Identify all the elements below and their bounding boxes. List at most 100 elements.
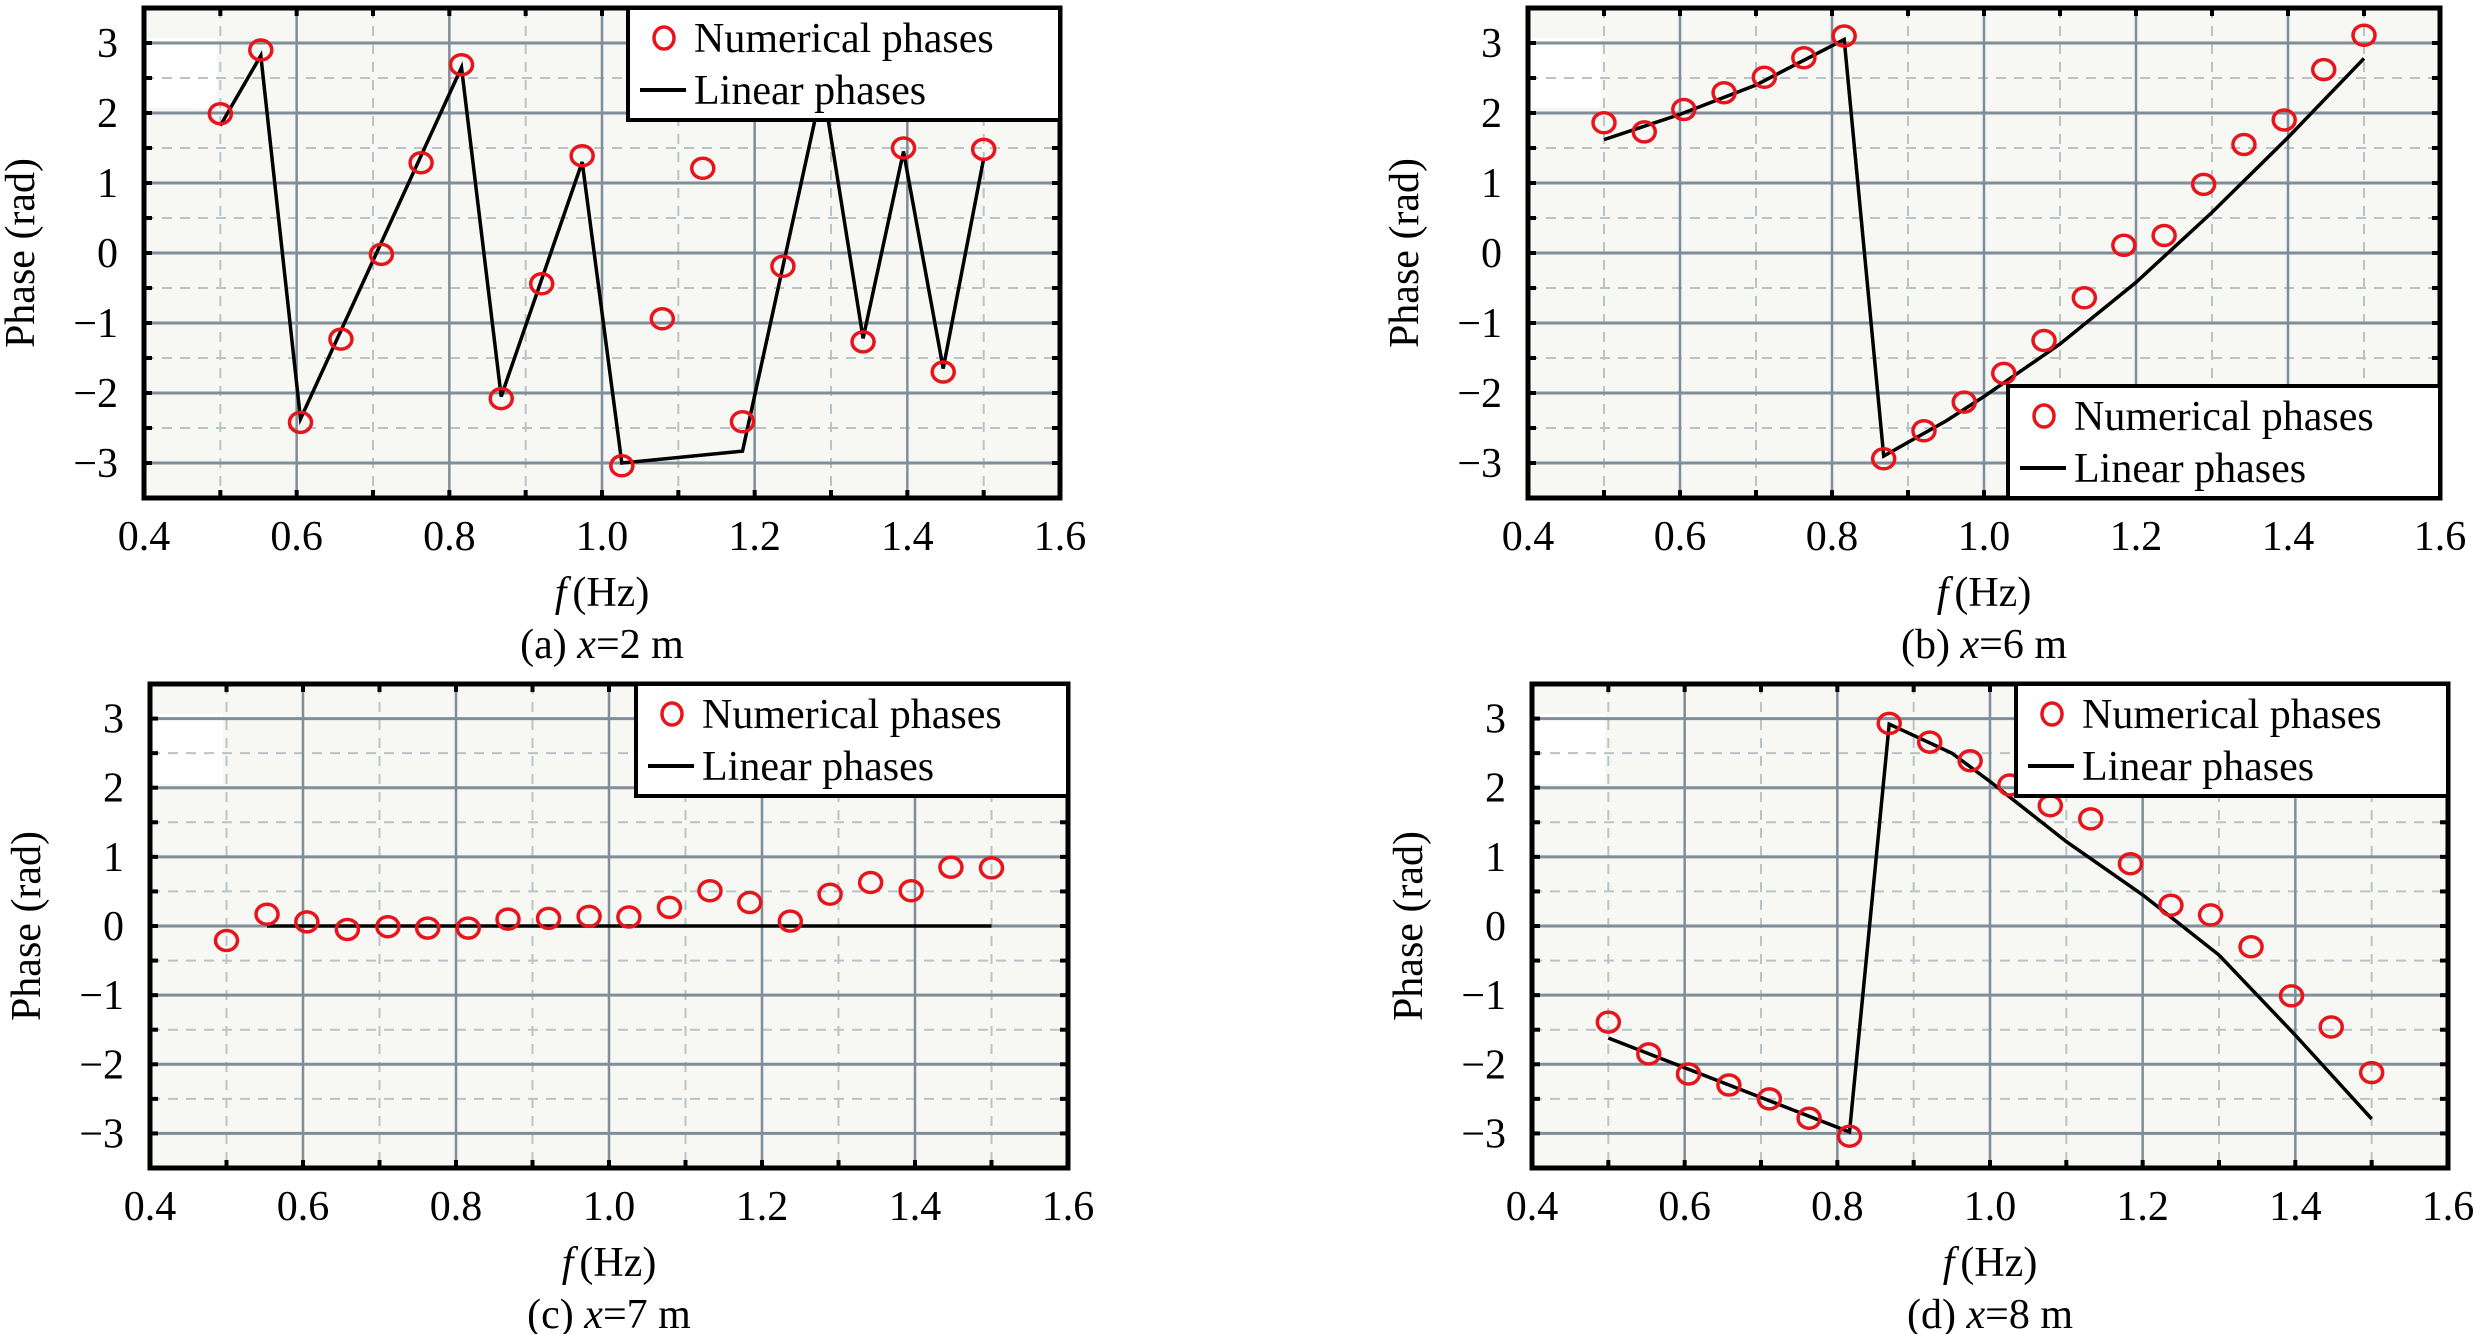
x-tick-label: 0.4 <box>124 1184 177 1230</box>
legend-box <box>626 6 1062 122</box>
y-tick-label: −2 <box>73 371 118 417</box>
data-point-numerical-phase <box>2238 934 2264 959</box>
panel-caption: (a) x=2 m <box>520 622 684 668</box>
y-tick-label: 2 <box>103 766 124 812</box>
panel-caption: (c) x=7 m <box>527 1292 691 1334</box>
y-tick-label: 1 <box>1485 835 1506 881</box>
legend-box <box>2014 682 2450 798</box>
data-point-numerical-phase <box>649 307 676 331</box>
data-point-numerical-phase <box>930 360 956 384</box>
data-point-numerical-phase <box>488 386 514 411</box>
data-point-numerical-phase <box>294 910 320 934</box>
data-point-numerical-phase <box>2071 286 2098 310</box>
caption-suffix: =8 m <box>1985 1292 2073 1334</box>
data-point-numerical-phase <box>414 916 441 940</box>
y-tick-label: 0 <box>1481 231 1502 277</box>
data-point-numerical-phase <box>576 904 602 929</box>
y-tick-label: −1 <box>1461 973 1506 1019</box>
x-tick-label: 0.4 <box>118 514 171 560</box>
x-axis-label-unit: (Hz) <box>572 570 649 616</box>
x-tick-label: 1.6 <box>1034 514 1087 560</box>
legend: Numerical phases Linear phases <box>2014 682 2450 798</box>
x-axis-label: f (Hz) <box>555 570 650 616</box>
x-tick-label: 1.2 <box>2116 1184 2169 1230</box>
panel-caption: (d) x=8 m <box>1907 1292 2073 1334</box>
data-point-numerical-phase <box>1791 45 1817 70</box>
data-point-numerical-phase <box>2151 223 2177 248</box>
data-point-numerical-phase <box>850 330 876 354</box>
data-point-numerical-phase <box>1631 120 1658 144</box>
data-point-numerical-phase <box>697 878 723 903</box>
y-tick-label: −3 <box>1457 441 1502 487</box>
data-point-numerical-phase <box>2158 893 2184 918</box>
data-point-numerical-phase <box>2078 807 2104 831</box>
data-point-numerical-phase <box>1591 111 1617 135</box>
legend: Numerical phases Linear phases <box>626 6 1062 122</box>
data-point-numerical-phase <box>1595 1010 1622 1034</box>
y-tick-label: 1 <box>103 835 124 881</box>
data-point-numerical-phase <box>213 928 240 953</box>
legend-label-linear: Linear phases <box>694 68 926 114</box>
data-point-numerical-phase <box>368 242 395 267</box>
x-tick-label: 1.0 <box>1958 514 2011 560</box>
data-point-numerical-phase <box>375 914 401 939</box>
x-axis-label-var: f <box>562 1240 579 1286</box>
x-axis-label: f (Hz) <box>562 1240 657 1286</box>
panel-c: 0.4 0.6 0.8 1.0 1.2 1.4 1.6 3 2 1 0 −1 −2 −3 Phase (ra… <box>4 681 1094 1334</box>
x-axis-label-var: f <box>1937 570 1954 616</box>
y-tick-label: 1 <box>97 161 118 207</box>
x-tick-label: 0.6 <box>277 1184 330 1230</box>
data-point-numerical-phase <box>2111 233 2137 258</box>
legend-marker-circle-icon <box>660 701 684 727</box>
data-point-numerical-phase <box>2031 328 2057 353</box>
data-point-numerical-phase <box>1675 1062 1702 1086</box>
data-point-numerical-phase <box>254 902 280 926</box>
data-point-numerical-phase <box>2358 1060 2385 1085</box>
y-tick-label: −3 <box>73 441 118 487</box>
y-axis-label: Phase (rad) <box>1382 158 1428 348</box>
data-point-numerical-phase <box>938 855 964 879</box>
caption-suffix: =6 m <box>1979 622 2067 668</box>
x-tick-label: 0.6 <box>270 514 323 560</box>
caption-suffix: =2 m <box>596 622 684 668</box>
y-tick-label: 2 <box>1485 766 1506 812</box>
plot-patch <box>153 714 223 784</box>
data-point-numerical-phase <box>2310 57 2337 82</box>
data-point-numerical-phase <box>1756 1087 1783 1111</box>
grid <box>144 8 1060 498</box>
plot-patch <box>1535 714 1605 784</box>
caption-variable: x <box>1965 1292 1985 1334</box>
x-tick-label: 1.0 <box>576 514 629 560</box>
x-tick-label: 1.4 <box>2269 1184 2322 1230</box>
data-point-numerical-phase <box>2318 1015 2344 1039</box>
data-point-numerical-phase <box>1836 1124 1863 1148</box>
data-point-numerical-phase <box>334 917 361 942</box>
plot-patch <box>147 38 217 108</box>
data-point-numerical-phase <box>729 409 756 434</box>
data-point-numerical-phase <box>737 890 763 915</box>
data-point-numerical-phase <box>656 895 683 920</box>
legend-label-linear: Linear phases <box>2074 446 2306 492</box>
data-point-numerical-phase <box>448 52 475 77</box>
y-tick-label: −1 <box>73 301 118 347</box>
y-tick-label: 3 <box>1485 697 1506 743</box>
data-point-numerical-phase <box>1876 711 1902 736</box>
x-axis-label-var: f <box>555 570 572 616</box>
legend-box <box>634 682 1070 798</box>
y-tick-label: −2 <box>79 1042 124 1088</box>
data-point-numerical-phase <box>609 454 635 478</box>
legend-label-numerical: Numerical phases <box>694 16 994 62</box>
data-point-numerical-phase <box>770 254 796 279</box>
caption-prefix: (b) <box>1901 622 1960 668</box>
legend-label-linear: Linear phases <box>702 744 934 790</box>
y-tick-label: −2 <box>1461 1042 1506 1088</box>
data-point-numerical-phase <box>528 272 555 296</box>
y-tick-label: 0 <box>97 231 118 277</box>
data-point-numerical-phase <box>2197 903 2224 927</box>
data-point-numerical-phase <box>616 905 642 929</box>
y-axis-label: Phase (rad) <box>0 158 44 348</box>
data-point-numerical-phase <box>1957 748 1983 773</box>
caption-prefix: (c) <box>527 1292 584 1334</box>
legend-marker-circle-icon <box>2040 701 2064 727</box>
